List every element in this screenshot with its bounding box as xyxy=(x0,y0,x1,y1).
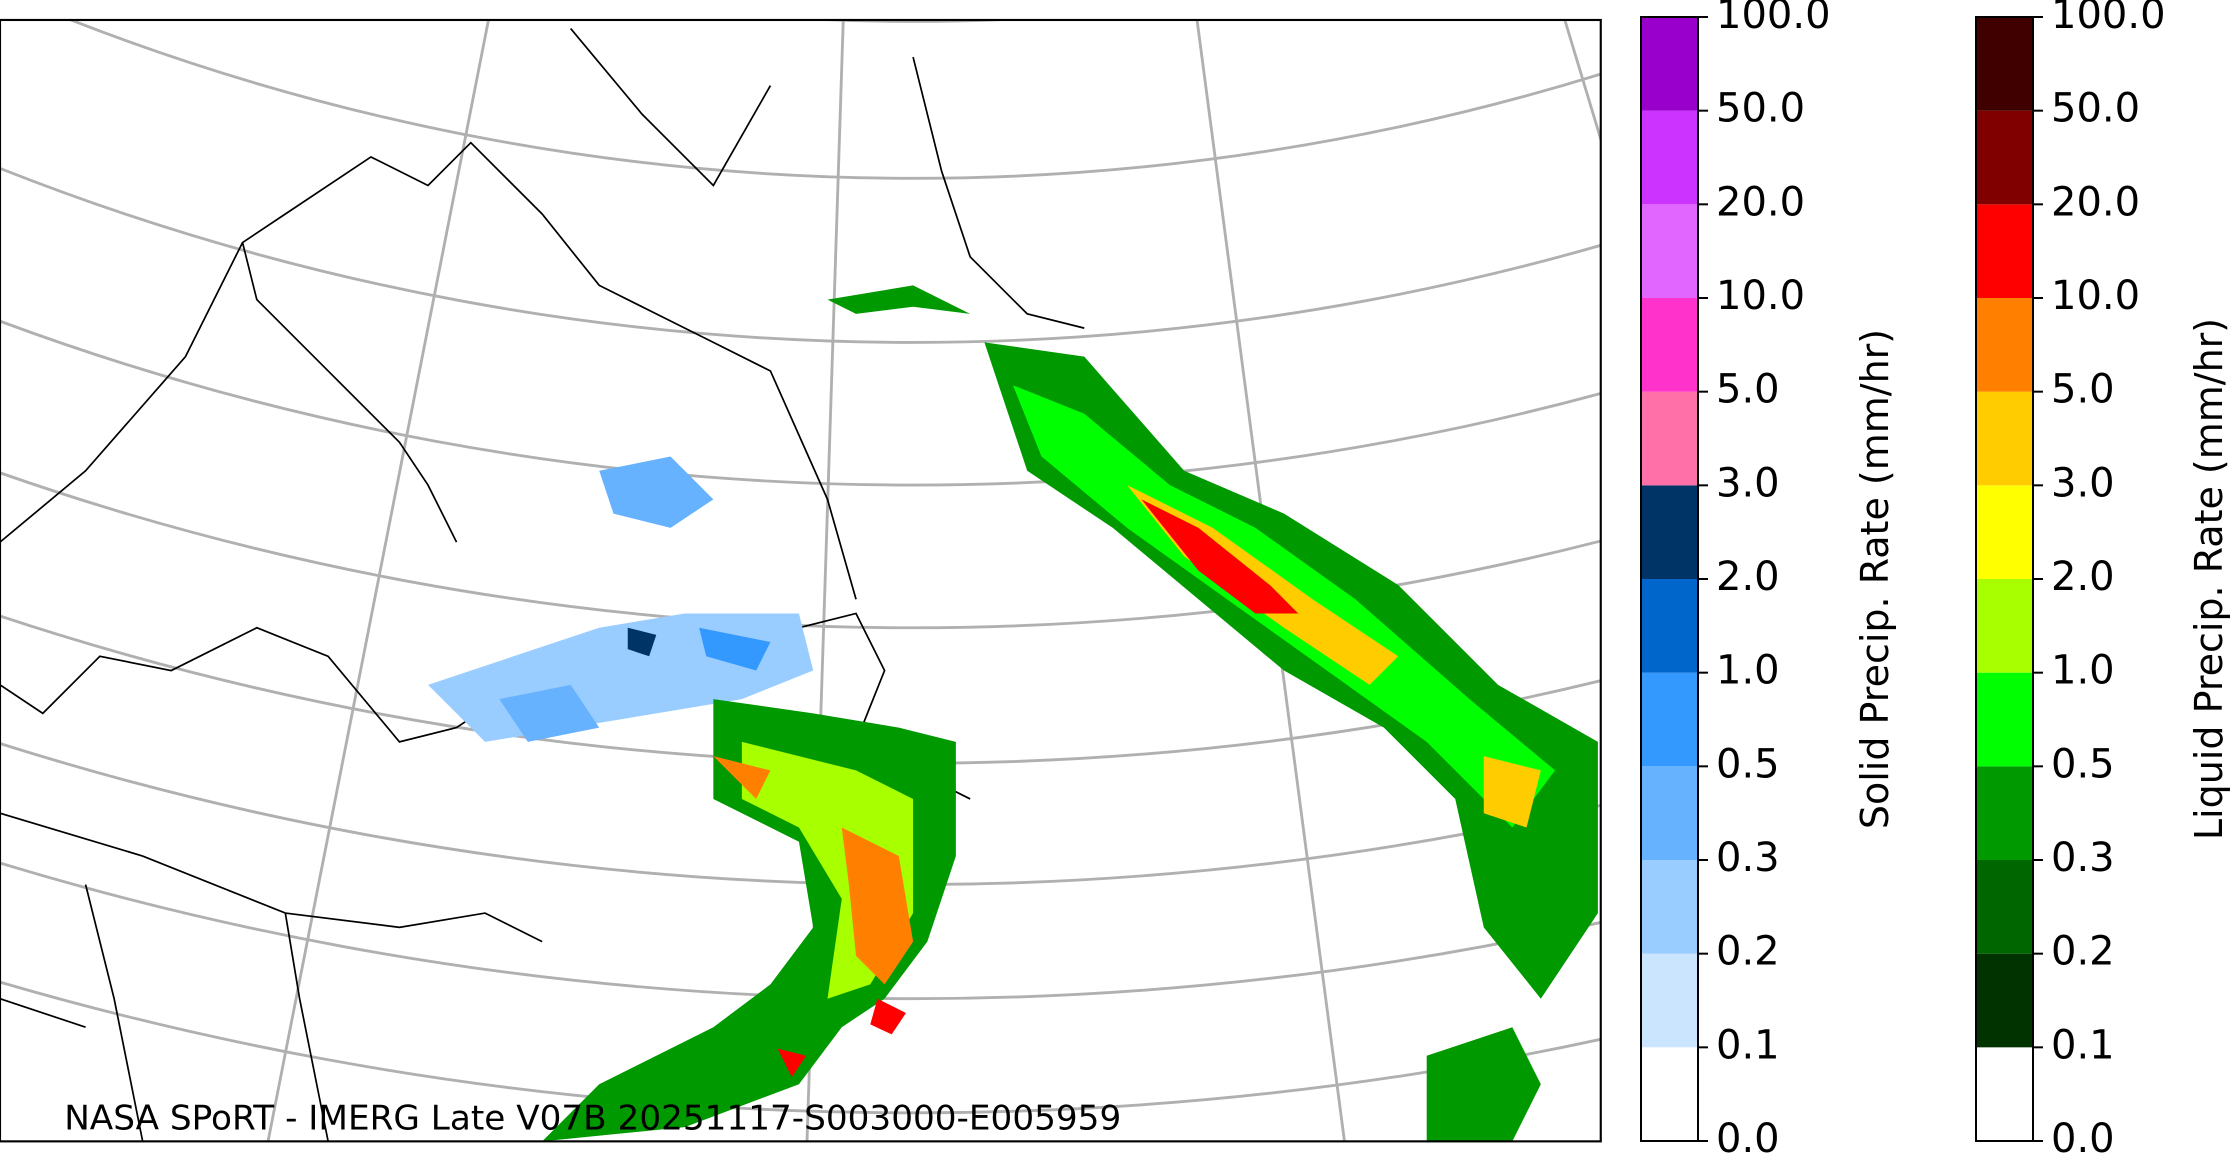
colorbar-tick-label: 1.0 xyxy=(1716,648,1780,694)
map-caption: NASA SPoRT - IMERG Late V07B 20251117-S0… xyxy=(64,1098,1121,1138)
colorbar-tick-label: 3.0 xyxy=(2051,460,2115,506)
colorbar-tick-label: 0.0 xyxy=(1716,1116,1780,1162)
colorbar-tick-label: 20.0 xyxy=(2051,179,2140,225)
colorbar-bin xyxy=(1976,672,2033,767)
colorbar-bin xyxy=(1976,204,2033,298)
colorbar-bin xyxy=(1641,1047,1698,1141)
colorbar-bin xyxy=(1641,579,1698,673)
colorbar-tick-label: 5.0 xyxy=(1716,367,1780,413)
colorbar-tick-label: 0.0 xyxy=(2051,1116,2115,1162)
colorbar-tick-label: 50.0 xyxy=(1716,86,1805,132)
colorbar-tick-label: 0.3 xyxy=(1716,835,1780,881)
colorbar-label: Solid Precip. Rate (mm/hr) xyxy=(1853,329,1897,829)
colorbar-bin xyxy=(1976,391,2033,486)
colorbar-tick-label: 0.3 xyxy=(2051,835,2115,881)
colorbar-bin xyxy=(1976,298,2033,392)
colorbar-tick-label: 0.2 xyxy=(1716,929,1780,975)
colorbar-tick-label: 3.0 xyxy=(1716,460,1780,506)
colorbar-tick-label: 50.0 xyxy=(2051,86,2140,132)
colorbar-bin xyxy=(1641,17,1698,111)
colorbar-bin xyxy=(1641,298,1698,392)
colorbar-bin xyxy=(1976,17,2033,111)
colorbar-tick-label: 2.0 xyxy=(1716,554,1780,600)
map-frame xyxy=(0,18,1602,1143)
colorbars: 0.0 0.1 0.2 0.3 0.5 1.0 2.0 3.0 5.0 10.0 20.0 50.0 1… xyxy=(1640,0,2231,1162)
coastlines xyxy=(0,27,1085,1142)
colorbar-tick-label: 10.0 xyxy=(2051,273,2140,319)
colorbar-tick-label: 10.0 xyxy=(1716,273,1805,319)
colorbar-bin xyxy=(1641,766,1698,860)
colorbar-tick-label: 0.5 xyxy=(1716,741,1780,787)
colorbar-tick-label: 0.1 xyxy=(1716,1022,1780,1068)
colorbar-tick-label: 2.0 xyxy=(2051,554,2115,600)
colorbar-bin xyxy=(1976,579,2033,673)
colorbar-bin xyxy=(1976,1047,2033,1141)
colorbar-tick-label: 0.5 xyxy=(2051,741,2115,787)
colorbar-bin xyxy=(1976,485,2033,579)
colorbar-tick-label: 1.0 xyxy=(2051,648,2115,694)
colorbar-bin xyxy=(1641,485,1698,579)
colorbar-bin xyxy=(1976,766,2033,860)
colorbar-tick-label: 20.0 xyxy=(1716,179,1805,225)
colorbar-bin xyxy=(1641,860,1698,954)
colorbar-bin xyxy=(1641,672,1698,767)
colorbar-tick-label: 0.2 xyxy=(2051,929,2115,975)
colorbar-bin xyxy=(1976,860,2033,954)
colorbar-bin xyxy=(1976,953,2033,1048)
colorbar-tick-label: 0.1 xyxy=(2051,1022,2115,1068)
colorbar-tick-label: 100.0 xyxy=(1716,0,1831,38)
colorbar-bin xyxy=(1641,953,1698,1048)
colorbar-tick-label: 5.0 xyxy=(2051,367,2115,413)
colorbar-label: Liquid Precip. Rate (mm/hr) xyxy=(2187,318,2231,840)
colorbar-bin xyxy=(1641,110,1698,205)
colorbar-bin xyxy=(1976,110,2033,205)
colorbar-bin xyxy=(1641,391,1698,486)
colorbar-bin xyxy=(1641,204,1698,298)
precip-field xyxy=(428,285,1598,1142)
colorbar-tick-label: 100.0 xyxy=(2051,0,2166,38)
